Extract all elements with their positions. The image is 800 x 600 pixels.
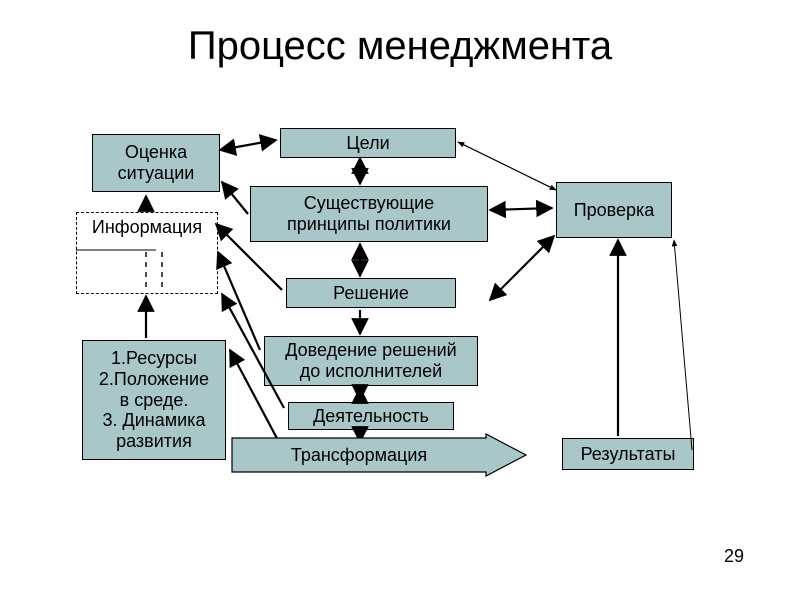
node-label: Результаты	[581, 444, 676, 465]
node-label: Информация	[92, 217, 202, 238]
node-label: Существующие принципы политики	[287, 193, 451, 234]
transform-label: Трансформация	[291, 445, 427, 465]
transform-arrow	[232, 434, 526, 476]
edge	[218, 252, 260, 350]
edge	[674, 240, 692, 450]
node-label: Проверка	[574, 200, 655, 221]
node-label: Цели	[346, 133, 389, 154]
edge	[220, 140, 276, 150]
node-principles: Существующие принципы политики	[250, 186, 488, 242]
edge	[222, 182, 248, 214]
edge	[490, 236, 554, 300]
node-label: Оценка ситуации	[118, 142, 195, 183]
node-resources: 1.Ресурсы 2.Положение в среде. 3. Динами…	[82, 340, 226, 460]
node-label: Деятельность	[313, 406, 429, 427]
node-activity: Деятельность	[288, 402, 454, 430]
page-number-text: 29	[724, 546, 744, 566]
node-decision: Решение	[286, 278, 456, 308]
node-label: 1.Ресурсы 2.Положение в среде. 3. Динами…	[99, 348, 209, 451]
title-text: Процесс менеджмента	[188, 24, 612, 68]
page-number: 29	[724, 546, 744, 567]
edge	[458, 142, 556, 190]
node-check: Проверка	[556, 182, 672, 238]
node-info: Информация	[76, 212, 218, 294]
node-label: Доведение решений до исполнителей	[285, 340, 456, 381]
edge	[458, 142, 556, 190]
page-title: Процесс менеджмента	[0, 24, 800, 69]
node-assessment: Оценка ситуации	[92, 134, 220, 192]
node-goals: Цели	[280, 128, 456, 158]
node-label: Решение	[333, 283, 409, 304]
node-delivery: Доведение решений до исполнителей	[264, 336, 478, 386]
node-results: Результаты	[562, 438, 694, 470]
edge	[490, 208, 552, 210]
